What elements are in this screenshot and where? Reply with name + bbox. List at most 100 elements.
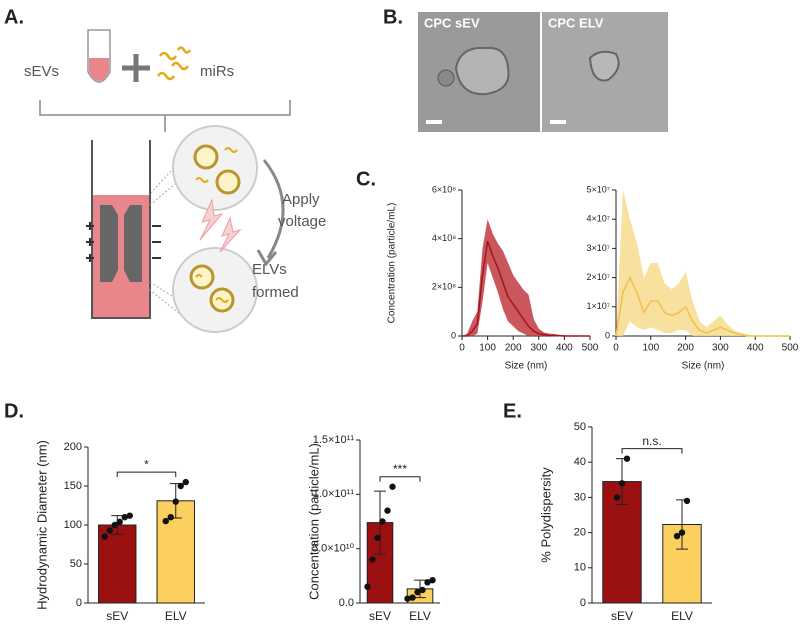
data-point [177,482,184,490]
charge-signs [86,222,161,262]
x-tick-label: 300 [530,343,547,354]
annotation: * [144,457,149,471]
data-point [364,583,371,590]
data-point [673,532,681,540]
y-tick-label: 0 [605,330,610,340]
tube-fill [89,58,109,81]
x-tick-label: ELV [165,609,187,623]
data-point [623,455,631,462]
y-tick-label: 6×10⁸ [432,184,456,194]
image-label: CPC ELV [548,15,604,30]
y-tick-label: 5.0×10¹⁰ [312,543,355,555]
data-point [101,533,108,540]
x-tick-label: ELV [671,609,693,623]
y-axis-label: % Polydispersity [538,467,553,563]
y-tick-label: 1×10⁷ [586,301,610,311]
data-point [369,556,376,563]
y-tick-label: 3×10⁷ [586,243,610,253]
scale-bar [550,120,566,124]
zoom-circle [172,125,258,211]
y-axis-label: Hydrodynamic Diameter (nm) [34,440,49,610]
x-tick-label: 200 [677,343,694,354]
line [615,275,790,337]
data-point [379,518,386,525]
y-tick-label: 20 [574,527,586,539]
data-point [384,507,391,514]
y-axis-label: Concentration (particle/mL) [387,203,398,324]
y-tick-label: 0 [580,597,586,609]
data-point [121,514,128,521]
significance-bracket [621,448,683,454]
y-tick-label: 0.0 [339,597,354,609]
bolt [219,216,242,253]
data-point [389,483,396,490]
vesicle-image [454,46,510,96]
x-tick-label: 0 [613,343,619,354]
diagram-label: miRs [200,63,234,80]
annotation: *** [393,462,407,476]
confidence-band [616,190,790,336]
zoom-lines [139,149,191,319]
x-tick-label: 500 [782,343,799,354]
y-tick-label: 2×10⁷ [586,272,610,282]
bracket [39,100,291,132]
data-point [613,494,621,501]
diagram: sEVs miRs Apply voltage ELVs f [24,29,326,333]
data-point [683,497,691,505]
data-point [414,588,421,596]
diagram-label: voltage [278,213,326,230]
y-tick-label: 30 [574,491,586,503]
data-point [678,529,686,536]
panel-label: A. [4,6,24,28]
data-point [424,579,431,586]
panel-label: D. [4,400,24,422]
vesicle-image [588,50,620,82]
cuvette [91,140,151,319]
data-point [167,514,174,521]
arrow [262,159,285,259]
y-tick-label: 200 [64,441,82,453]
y-tick-label: 2×10⁸ [432,282,456,292]
x-axis-label: Size (nm) [505,361,548,372]
electrode [100,205,118,282]
panel-label: B. [383,6,403,28]
panel-label: E. [503,400,522,422]
x-tick-label: 300 [712,343,729,354]
x-axis-label: Size (nm) [682,361,725,372]
data-point [404,595,411,602]
x-tick-label: 100 [479,343,496,354]
x-tick-label: 400 [747,343,764,354]
data-point [116,518,123,526]
y-tick-label: 1.5×10¹¹ [313,434,355,446]
y-tick-label: 50 [70,558,82,570]
confidence-band [462,219,590,336]
y-tick-label: 40 [574,456,586,468]
diagram-label: formed [252,284,299,301]
diagram-label: sEVs [24,63,59,80]
plus-icon [122,54,150,82]
significance-bracket [379,476,421,482]
data-point [182,478,189,486]
data-point [126,512,133,519]
y-tick-label: 50 [574,421,586,433]
bolt [199,198,224,241]
y-tick-label: 10 [574,562,586,574]
vesicle-image [437,69,455,87]
y-tick-label: 4×10⁷ [586,214,610,224]
panel-label: C. [356,168,376,190]
x-tick-label: 100 [642,343,659,354]
significance-bracket [116,471,177,478]
y-axis-label: Concentration (particle/mL) [306,443,321,600]
y-tick-label: 0 [451,330,456,340]
data-point [106,527,113,534]
data-point [111,521,118,529]
annotation: n.s. [642,434,661,448]
x-tick-label: sEV [611,609,633,623]
data-point [429,576,436,584]
y-tick-label: 5×10⁷ [586,184,610,194]
x-tick-label: 400 [556,343,573,354]
diagram-label: Apply [282,191,320,208]
mirna-icon [195,147,238,303]
data-point [618,480,626,487]
